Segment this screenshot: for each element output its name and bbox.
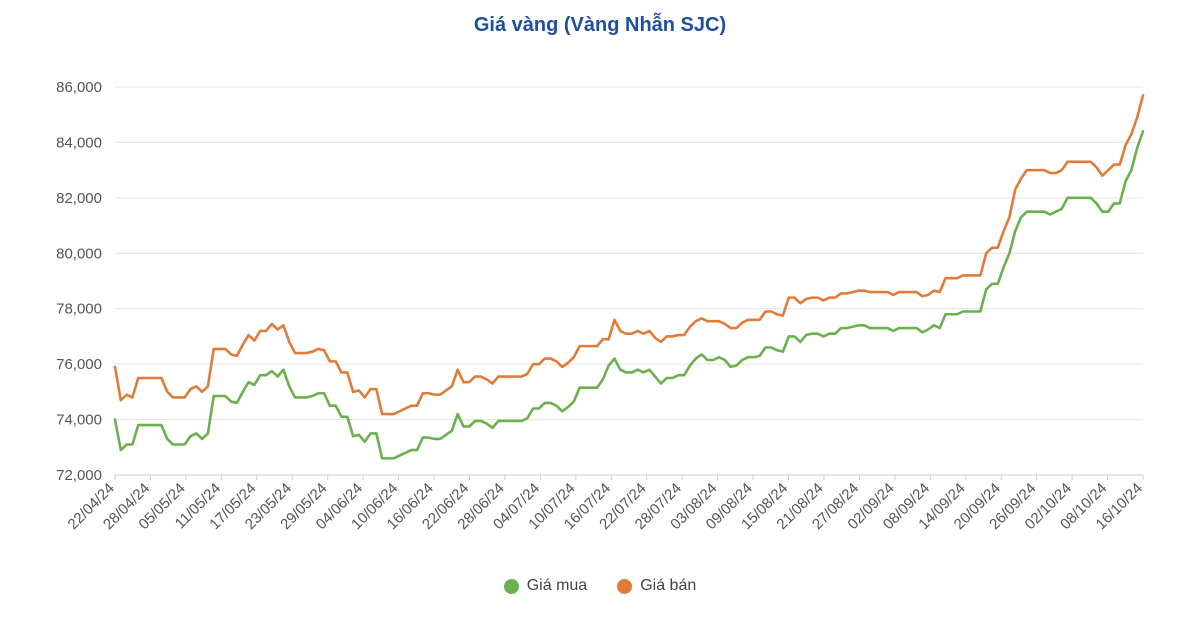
y-axis: 72,000 74,000 76,000 78,000 80,000 82,000 84,0… [56, 79, 102, 484]
series-line-buy[interactable] [113, 130, 1145, 460]
legend-label-buy: Giá mua [526, 577, 588, 594]
x-axis: 22/04/2428/04/2405/05/2411/05/2417/05/24… [65, 474, 1146, 533]
y-tick-label: 76,000 [56, 356, 102, 373]
legend-item-sell[interactable]: Giá bán [617, 577, 696, 595]
legend-dot-icon [503, 578, 519, 594]
legend-dot-icon [617, 578, 633, 594]
y-tick-label: 82,000 [56, 190, 102, 207]
legend-item-buy[interactable]: Giá mua [503, 577, 588, 595]
y-tick-label: 74,000 [56, 412, 102, 429]
y-tick-label: 78,000 [56, 301, 102, 318]
chart-title: Giá vàng (Vàng Nhẫn SJC) [473, 14, 727, 36]
y-tick-label: 72,000 [56, 467, 102, 484]
legend: Giá mua Giá bán [0, 577, 1200, 595]
legend-label-sell: Giá bán [640, 577, 697, 594]
y-tick-label: 86,000 [56, 79, 102, 96]
y-tick-label: 84,000 [56, 134, 102, 151]
series-line-sell[interactable] [113, 94, 1145, 416]
series-lines [113, 94, 1145, 460]
y-tick-label: 80,000 [56, 245, 102, 262]
grid-lines [115, 86, 1143, 476]
